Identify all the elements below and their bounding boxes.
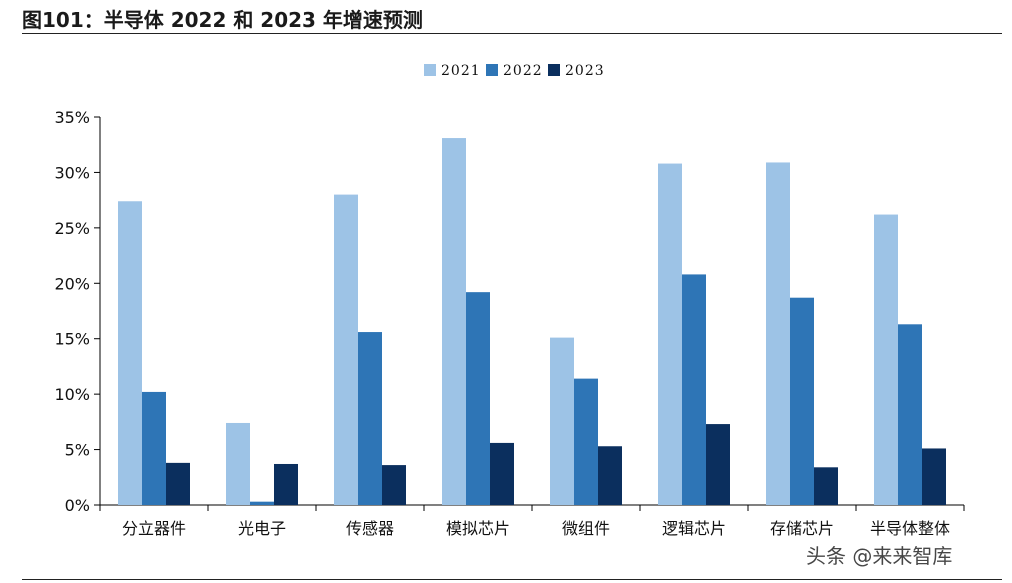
bar-2023 [490,442,514,505]
y-tick-label: 10% [54,385,90,404]
bar-2022 [466,292,490,505]
legend-label-2022: 2022 [503,63,543,79]
bar-2023 [382,465,406,505]
y-tick-label: 15% [54,330,90,349]
bar-2022 [898,324,922,505]
bar-2021 [118,201,142,505]
watermark: 头条 @来来智库 [806,544,953,568]
y-tick-label: 30% [54,163,90,182]
bar-2023 [598,446,622,505]
bar-2022 [682,274,706,505]
legend-label-2021: 2021 [441,63,481,79]
bar-2022 [574,378,598,505]
y-tick-label: 35% [54,108,90,127]
y-tick-label: 0% [65,496,90,515]
y-tick-label: 25% [54,219,90,238]
bar-2023 [814,467,838,505]
x-category-label: 微组件 [562,519,610,538]
legend-swatch-2021 [424,64,436,76]
bottom-rule [22,579,1002,580]
legend-label-2023: 2023 [565,63,605,79]
x-category-label: 模拟芯片 [446,519,510,538]
bar-2021 [442,138,466,505]
x-category-label: 半导体整体 [870,519,950,538]
bar-2023 [922,448,946,505]
x-category-label: 存储芯片 [770,519,834,538]
bar-2021 [766,162,790,506]
legend-swatch-2022 [486,64,498,76]
y-tick-label: 5% [65,441,90,460]
y-tick-label: 20% [54,274,90,293]
x-category-label: 分立器件 [122,519,186,538]
bar-2021 [550,337,574,505]
top-rule [22,33,1002,34]
x-category-label: 传感器 [346,519,394,538]
bar-2023 [706,424,730,505]
bar-2022 [250,501,274,505]
bar-2022 [790,297,814,505]
bar-2022 [358,332,382,505]
legend-swatch-2023 [548,64,560,76]
figure-title: 图101：半导体 2022 和 2023 年增速预测 [22,8,423,32]
x-category-label: 光电子 [238,519,286,538]
bar-2022 [142,391,166,505]
bar-2021 [226,422,250,505]
x-category-label: 逻辑芯片 [662,519,726,538]
bar-2021 [874,214,898,505]
bar-2021 [334,194,358,505]
bar-2023 [166,462,190,505]
bar-2023 [274,463,298,505]
bar-2021 [658,163,682,505]
